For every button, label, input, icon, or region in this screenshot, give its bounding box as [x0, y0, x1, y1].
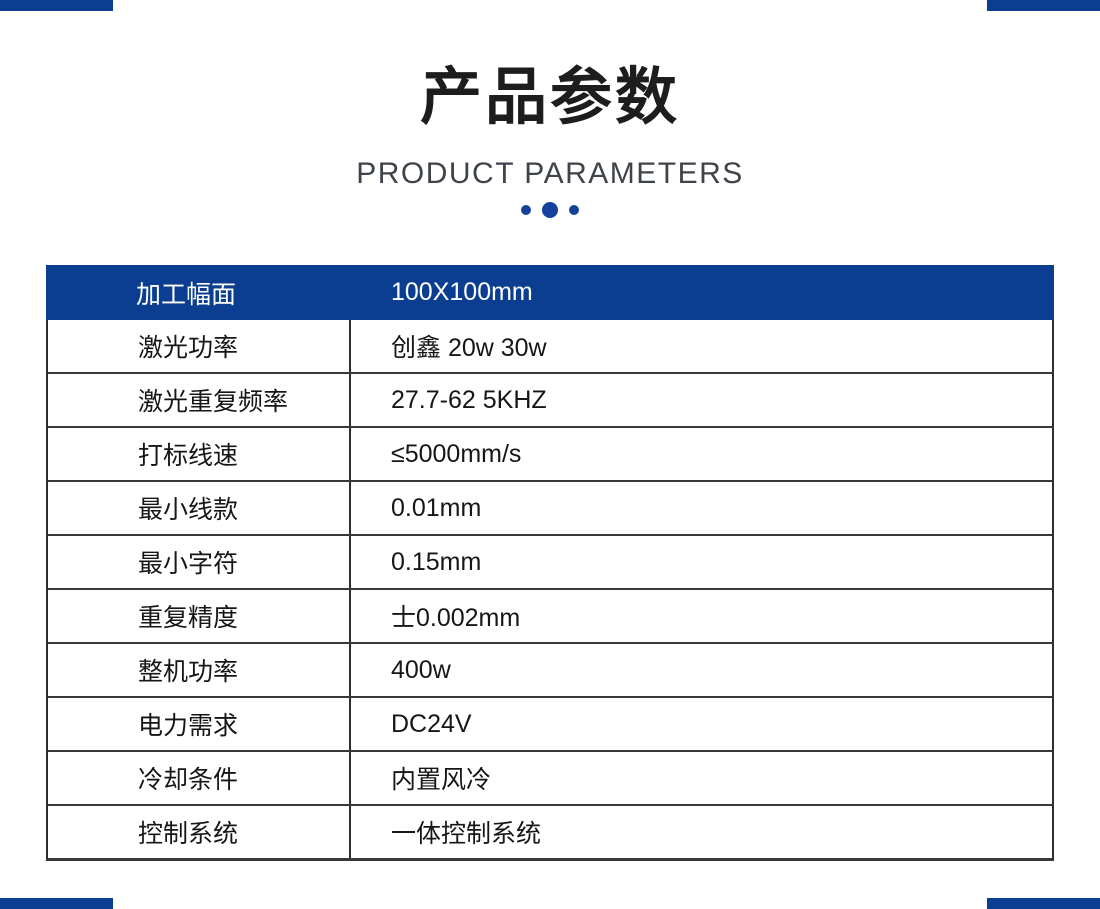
dot-icon — [569, 205, 579, 215]
param-label: 激光功率 — [48, 320, 351, 372]
dots-separator — [0, 201, 1100, 219]
param-value: 一体控制系统 — [391, 820, 542, 848]
corner-accent-bar — [987, 0, 1100, 11]
corner-accent-bar — [0, 0, 113, 11]
table-body: 激光功率 创鑫 20w 30w 激光重复频率 27.7-62 5KHZ 打标线速… — [46, 320, 1054, 861]
param-value: 400w — [391, 655, 451, 684]
table-row: 重复精度 士0.002mm — [48, 590, 1052, 644]
param-label: 整机功率 — [48, 644, 351, 696]
dot-icon — [542, 202, 558, 218]
param-label: 激光重复频率 — [48, 374, 351, 426]
table-row: 最小字符 0.15mm — [48, 536, 1052, 590]
table-row: 控制系统 一体控制系统 — [48, 806, 1052, 858]
param-label: 打标线速 — [48, 428, 351, 480]
param-label: 冷却条件 — [48, 752, 351, 804]
page-title: 产品参数 — [419, 63, 680, 132]
table-row: 最小线款 0.01mm — [48, 482, 1052, 536]
table-row: 冷却条件 内置风冷 — [48, 752, 1052, 806]
param-value: 创鑫 20w 30w — [391, 334, 547, 362]
table-row: 电力需求 DC24V — [48, 698, 1052, 752]
product-parameters-table: 加工幅面 100X100mm 激光功率 创鑫 20w 30w 激光重复频率 27… — [46, 265, 1054, 861]
param-value: 0.15mm — [391, 547, 482, 576]
header-value-cell: 100X100mm — [391, 278, 533, 306]
param-label: 控制系统 — [48, 806, 351, 858]
param-label: 最小字符 — [48, 536, 351, 588]
param-value: ≤5000mm/s — [391, 439, 522, 468]
table-row: 整机功率 400w — [48, 644, 1052, 698]
page-subtitle: PRODUCT PARAMETERS — [356, 157, 744, 190]
param-value: 27.7-62 5KHZ — [391, 385, 547, 414]
param-label: 电力需求 — [48, 698, 351, 750]
param-label: 重复精度 — [48, 590, 351, 642]
dot-icon — [521, 205, 531, 215]
param-value: DC24V — [391, 709, 472, 738]
param-value: 0.01mm — [391, 493, 482, 522]
table-header-row: 加工幅面 100X100mm — [46, 265, 1054, 320]
header-label-cell: 加工幅面 — [136, 280, 237, 309]
corner-accent-bar — [987, 898, 1100, 909]
corner-accent-bar — [0, 898, 113, 909]
param-value: 内置风冷 — [391, 766, 492, 794]
table-row: 打标线速 ≤5000mm/s — [48, 428, 1052, 482]
table-row: 激光功率 创鑫 20w 30w — [48, 320, 1052, 374]
param-value: 士0.002mm — [391, 604, 521, 632]
table-row: 激光重复频率 27.7-62 5KHZ — [48, 374, 1052, 428]
param-label: 最小线款 — [48, 482, 351, 534]
